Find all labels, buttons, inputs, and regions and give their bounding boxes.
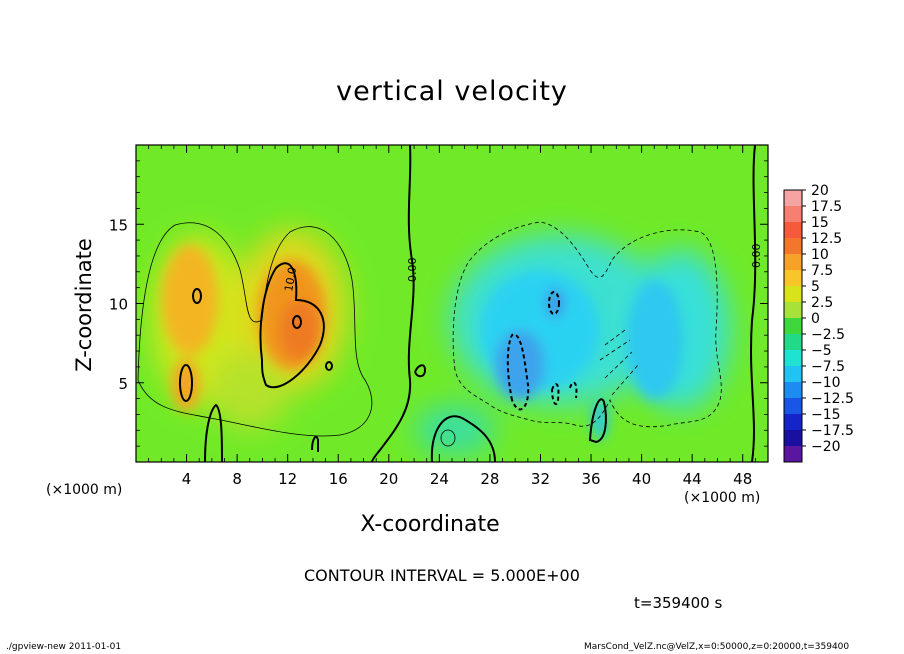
y-tick-label: 5: [118, 375, 128, 393]
colorbar-swatch: [784, 270, 802, 287]
contour-label: 0.00: [406, 258, 419, 283]
colorbar-swatch: [784, 334, 802, 351]
x-tick-label: 28: [480, 470, 499, 488]
footer-command: ./gpview-new 2011-01-01: [6, 642, 122, 652]
velocity-field: 10.0 0.00 0.00: [136, 145, 768, 462]
colorbar-swatch: [784, 414, 802, 431]
x-tick-label: 16: [329, 470, 348, 488]
colorbar-swatch: [784, 398, 802, 415]
y-axis: 5 10 15: [109, 160, 768, 447]
colorbar-label: 2.5: [811, 295, 833, 311]
colorbar-label: 17.5: [811, 199, 842, 215]
colorbar-swatch: [784, 190, 802, 207]
colorbar-swatch: [784, 302, 802, 319]
x-tick-label: 4: [182, 470, 192, 488]
colorbar-label: −7.5: [811, 359, 845, 375]
colorbar-label: 7.5: [811, 263, 833, 279]
x-tick-label: 12: [278, 470, 297, 488]
colorbar-label: 10: [811, 247, 829, 263]
colorbar-label: 20: [811, 183, 829, 199]
colorbar-swatch: [784, 238, 802, 255]
colorbar-label: 15: [811, 215, 829, 231]
x-tick-label: 44: [683, 470, 702, 488]
x-tick-label: 36: [581, 470, 600, 488]
contour-lines: [137, 145, 757, 462]
colorbar-label: 12.5: [811, 231, 842, 247]
colorbar-swatch: [784, 366, 802, 383]
negative-contours: [452, 221, 722, 428]
y-tick-label: 15: [109, 216, 128, 234]
y-axis-label: Z-coordinate: [72, 238, 96, 372]
colorbar-label: −20: [811, 439, 841, 455]
x-tick-label: 48: [733, 470, 752, 488]
colorbar-swatch: [784, 206, 802, 223]
colorbar-label: −2.5: [811, 327, 845, 343]
colorbar-swatch: [784, 446, 802, 463]
x-unit-label-right: (×1000 m): [684, 490, 761, 506]
contour-label: 0.00: [750, 244, 763, 269]
colorbar-label: −17.5: [811, 423, 854, 439]
colorbar-label: 0: [811, 311, 820, 327]
x-axis-label: X-coordinate: [360, 512, 500, 537]
colorbar-label: 5: [811, 279, 820, 295]
x-tick-label: 24: [430, 470, 449, 488]
contour-label: 10.0: [282, 266, 299, 292]
colorbar-swatch: [784, 222, 802, 239]
colorbar-label: −5: [811, 343, 832, 359]
y-tick-label: 10: [109, 296, 128, 314]
footer-dataset: MarsCond_VelZ.nc@VelZ,x=0:50000,z=0:2000…: [584, 642, 850, 652]
x-tick-label: 20: [379, 470, 398, 488]
colorbar: 2017.51512.5107.552.50−2.5−5−7.5−10−12.5…: [783, 183, 854, 463]
colorbar-swatch: [784, 350, 802, 367]
x-axis: 4 8 12 16 20 24 28 32 36 40 44 48: [148, 145, 756, 488]
x-unit-label-left: (×1000 m): [46, 482, 123, 498]
colorbar-swatch: [784, 318, 802, 335]
chart-title: vertical velocity: [336, 76, 568, 107]
colorbar-frame: [783, 189, 803, 463]
colorbar-label: −12.5: [811, 391, 854, 407]
colorbar-swatch: [784, 286, 802, 303]
colorbar-swatch: [784, 382, 802, 399]
colorbar-swatch: [784, 430, 802, 447]
contour-interval-note: CONTOUR INTERVAL = 5.000E+00: [304, 566, 580, 585]
x-tick-label: 40: [632, 470, 651, 488]
colorbar-label: −10: [811, 375, 841, 391]
colorbar-label: −15: [811, 407, 841, 423]
x-tick-label: 32: [531, 470, 550, 488]
x-tick-label: 8: [232, 470, 242, 488]
colorbar-swatch: [784, 254, 802, 271]
time-label: t=359400 s: [634, 594, 723, 612]
contour-label-group: 10.0 0.00 0.00: [282, 244, 763, 293]
